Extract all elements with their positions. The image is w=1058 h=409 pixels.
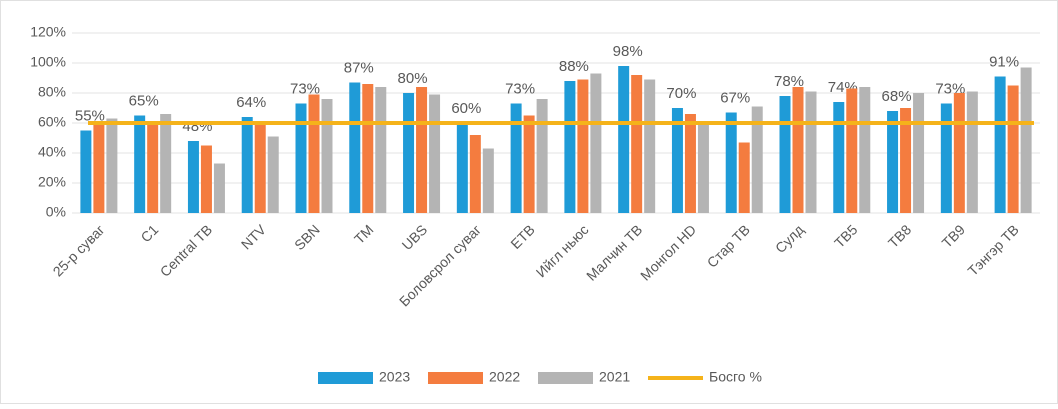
- bar: [994, 76, 1006, 213]
- data-label: 70%: [666, 85, 696, 102]
- bar: [1007, 85, 1019, 213]
- bar: [805, 91, 817, 213]
- bar: [267, 136, 279, 213]
- bar: [564, 81, 576, 213]
- bar: [725, 112, 737, 213]
- bar: [295, 103, 307, 213]
- bar: [134, 115, 146, 213]
- bar: [618, 66, 630, 213]
- y-tick-label: 60%: [38, 114, 66, 130]
- bar: [644, 79, 656, 213]
- data-label: 88%: [559, 58, 589, 75]
- data-label: 68%: [882, 88, 912, 105]
- data-label: 98%: [613, 43, 643, 60]
- data-label: 91%: [989, 53, 1019, 70]
- data-label: 87%: [344, 59, 374, 76]
- bar: [859, 87, 871, 213]
- bar: [456, 123, 468, 213]
- bar: [751, 106, 763, 213]
- data-label: 80%: [398, 70, 428, 87]
- bar: [160, 114, 172, 213]
- bar: [416, 87, 428, 213]
- data-label: 64%: [236, 94, 266, 111]
- bar: [523, 115, 535, 213]
- bar: [403, 93, 415, 213]
- bar: [966, 91, 978, 213]
- bar: [187, 141, 199, 213]
- bar: [106, 118, 118, 213]
- data-label: 48%: [182, 118, 212, 135]
- bar: [940, 103, 952, 213]
- bar: [671, 108, 683, 213]
- bar: [900, 108, 912, 213]
- legend-label: 2021: [599, 369, 630, 385]
- y-tick-label: 120%: [30, 24, 66, 40]
- bar: [631, 75, 643, 213]
- data-label: 73%: [505, 80, 535, 97]
- data-label: 55%: [75, 107, 105, 124]
- y-tick-label: 0%: [46, 204, 66, 220]
- data-label: 78%: [774, 73, 804, 90]
- bar: [833, 102, 845, 213]
- bar: [469, 135, 481, 213]
- legend-label: 2022: [489, 369, 520, 385]
- bar: [846, 88, 858, 213]
- bar: [321, 99, 333, 213]
- bar: [779, 96, 791, 213]
- bar: [147, 121, 159, 213]
- bar: [362, 84, 374, 213]
- data-label: 67%: [720, 89, 750, 106]
- bar: [913, 93, 925, 213]
- bar: [590, 73, 602, 213]
- bar: [93, 123, 105, 213]
- bar: [510, 103, 522, 213]
- bar: [577, 79, 589, 213]
- y-tick-label: 20%: [38, 174, 66, 190]
- bar: [213, 163, 225, 213]
- bar: [1020, 67, 1032, 213]
- bar: [308, 94, 320, 213]
- bar: [738, 142, 750, 213]
- legend-label: 2023: [379, 369, 410, 385]
- bar: [684, 114, 696, 213]
- bar: [375, 87, 387, 213]
- bar: [953, 93, 965, 213]
- bar: [887, 111, 899, 213]
- bar: [349, 82, 361, 213]
- bar: [482, 148, 494, 213]
- y-tick-label: 40%: [38, 144, 66, 160]
- bar: [241, 117, 253, 213]
- bar: [429, 94, 441, 213]
- data-label: 60%: [451, 100, 481, 117]
- bar: [80, 130, 92, 213]
- legend-swatch: [428, 372, 483, 384]
- y-tick-label: 80%: [38, 84, 66, 100]
- bar: [792, 87, 804, 213]
- bar: [200, 145, 212, 213]
- data-label: 65%: [129, 92, 159, 109]
- bar: [536, 99, 548, 213]
- legend-label: Босго %: [709, 369, 762, 385]
- y-tick-label: 100%: [30, 54, 66, 70]
- legend-swatch: [538, 372, 593, 384]
- legend-swatch: [318, 372, 373, 384]
- data-label: 73%: [290, 80, 320, 97]
- bar: [697, 123, 709, 213]
- bar: [254, 123, 266, 213]
